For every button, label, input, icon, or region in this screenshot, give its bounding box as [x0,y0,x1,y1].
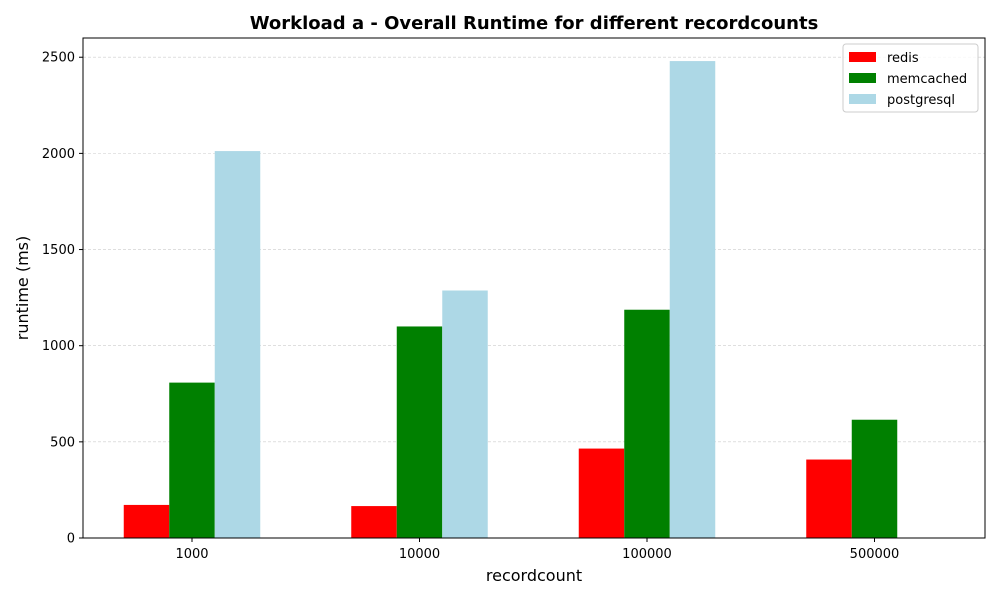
x-tick-label: 100000 [622,547,672,562]
legend-swatch-postgresql [849,94,876,104]
y-tick-label: 2000 [42,147,75,162]
plot-frame [82,37,986,539]
y-tick-label: 1000 [42,339,75,354]
bar-postgresql-1000 [214,151,261,539]
y-tick-label: 0 [67,532,75,547]
bar-postgresql-10000 [442,290,488,538]
chart-title: Workload a - Overall Runtime for differe… [250,13,819,34]
bar-memcached-100000 [624,309,670,538]
x-tick-label: 10000 [399,547,440,562]
bar-redis-100000 [578,448,625,538]
bar-redis-1000 [123,504,170,538]
bar-memcached-500000 [851,419,898,538]
bar-postgresql-100000 [669,61,716,538]
legend-label-memcached: memcached [887,72,967,87]
x-axis: 1000 10000 100000 500000 [175,538,899,562]
y-tick-label: 1500 [42,243,75,258]
legend-box [842,43,979,113]
bar-redis-500000 [806,459,852,538]
y-tick-label: 500 [50,435,75,450]
legend-swatch-memcached [849,73,876,83]
bar-redis-10000 [351,506,397,538]
x-axis-label: recordcount [486,566,582,585]
x-tick-label: 500000 [850,547,900,562]
x-tick-label: 1000 [175,547,208,562]
y-tick-label: 2500 [42,51,75,66]
bars [123,61,898,539]
legend-swatch-redis [849,52,876,62]
bar-memcached-10000 [396,326,443,538]
legend-label-postgresql: postgresql [887,93,955,108]
y-axis-label: runtime (ms) [13,236,32,341]
bar-memcached-1000 [169,382,215,538]
legend-label-redis: redis [887,51,919,66]
y-axis: 0 500 1000 1500 2000 2500 [42,51,83,547]
legend: redis memcached postgresql [842,43,979,113]
